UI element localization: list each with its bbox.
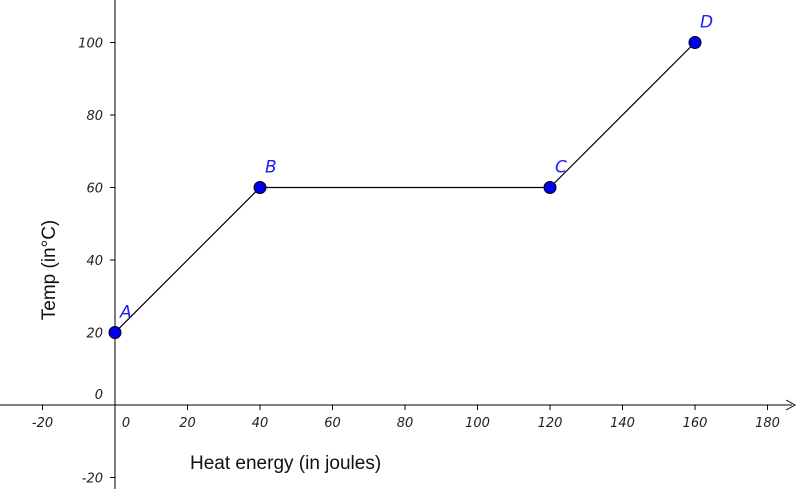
point-label-b: B [265,158,277,178]
point-label-d: D [700,13,713,33]
point-d [688,36,702,49]
x-tick-label: 140 [610,416,635,431]
series-points: A B C D [108,13,713,339]
x-tick-label: 100 [465,416,490,431]
series-segment [549,42,696,188]
y-tick-label: 80 [86,109,103,124]
y-tick-label: 20 [86,327,103,342]
x-tick-label: -20 [32,416,53,431]
point-label-c: C [555,158,567,178]
series-lines [114,42,696,333]
x-axis-title: Heat energy (in joules) [190,453,381,474]
point-b [253,181,267,194]
point-a [108,326,122,339]
x-ticks: -20 0 20 40 60 80 100 120 140 160 180 [32,405,780,431]
x-tick-label: 160 [683,416,708,431]
y-tick-label: 60 [86,182,103,197]
x-tick-label: 0 [122,416,130,431]
y-ticks: -20 0 20 40 60 80 100 [78,37,115,487]
point-label-a: A [119,303,132,323]
x-axis-arrow-icon [785,399,797,411]
x-tick-label: 40 [252,416,269,431]
x-tick-label: 60 [324,416,341,431]
y-tick-label: -20 [82,472,103,487]
series-segment [114,187,261,333]
y-tick-label: 0 [95,388,103,403]
point-c [543,181,557,194]
x-tick-label: 80 [397,416,414,431]
x-tick-label: 180 [755,416,780,431]
x-tick-label: 20 [179,416,196,431]
y-tick-label: 40 [86,254,103,269]
y-tick-label: 100 [78,37,103,52]
x-tick-label: 120 [538,416,563,431]
y-axis-title: Temp (in°C) [39,220,60,321]
